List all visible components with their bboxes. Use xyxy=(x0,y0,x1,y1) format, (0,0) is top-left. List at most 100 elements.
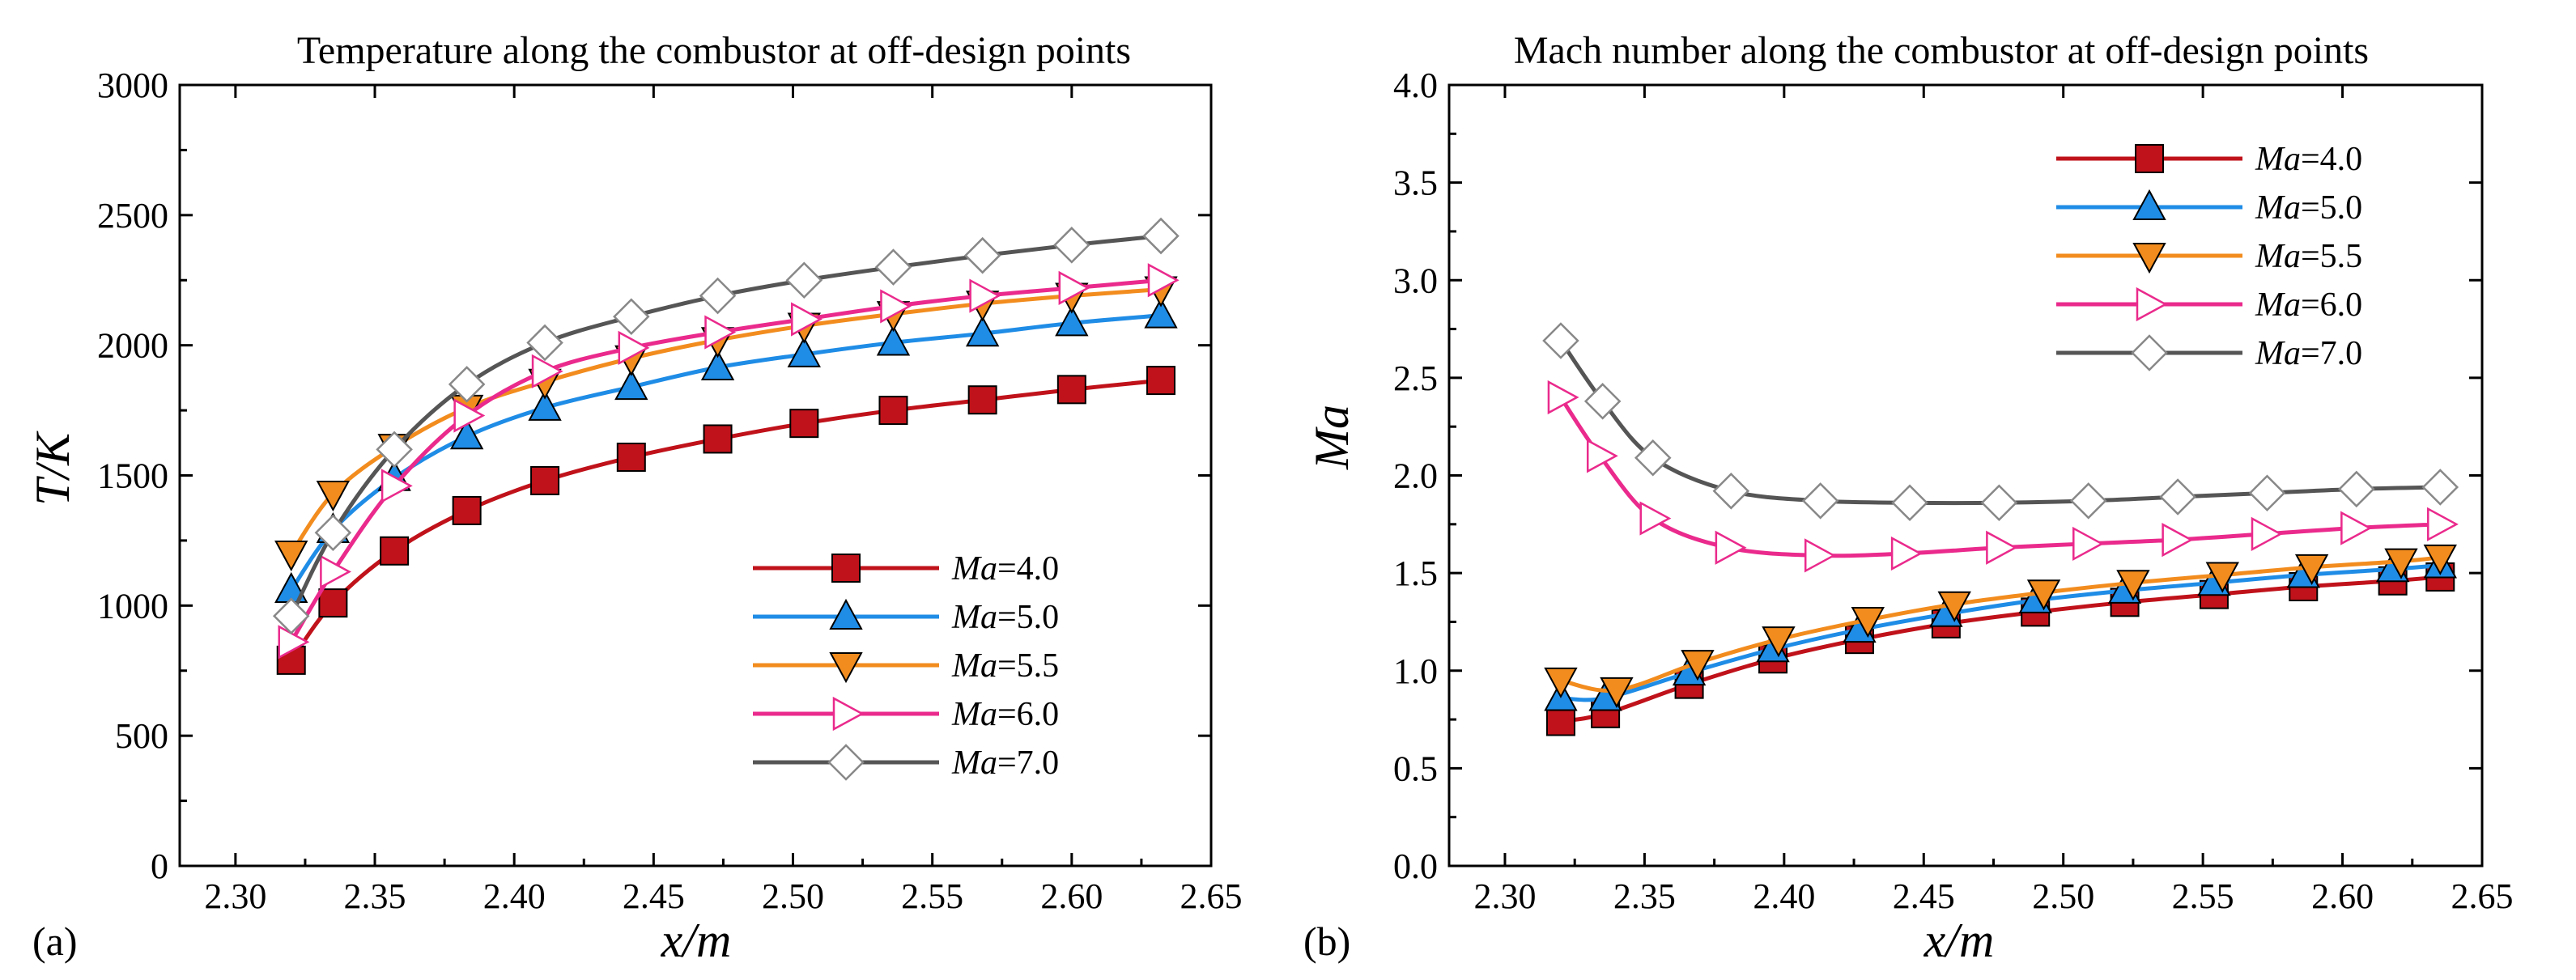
panel-a-data-point xyxy=(320,554,351,589)
panel-b-data-point xyxy=(2072,526,2104,562)
panel-a-data-point xyxy=(967,385,997,415)
panel-b-data-point xyxy=(2427,507,2459,541)
panel-a-x-axis-label: x/m xyxy=(661,914,732,967)
panel-b-x-tick-label: 2.35 xyxy=(1613,876,1676,916)
panel-b-data-point xyxy=(1801,482,1839,520)
panel-a-data-point xyxy=(1142,217,1180,255)
panel-a-x-tick-label: 2.30 xyxy=(204,876,266,916)
panel-b-title: Mach number along the combustor at off-d… xyxy=(1514,29,2369,72)
legend-marker xyxy=(2135,144,2164,173)
panel-b-x-tick-label: 2.50 xyxy=(2032,876,2094,916)
panel-b-data-point xyxy=(2116,570,2150,601)
panel-b-x-tick-label: 2.60 xyxy=(2311,876,2374,916)
legend-marker xyxy=(827,744,865,781)
panel-a-x-tick-label: 2.55 xyxy=(901,876,963,916)
panel-a-data-point xyxy=(616,442,646,472)
panel-b-series-line xyxy=(1558,396,2441,558)
legend-marker xyxy=(832,696,865,732)
panel-a-data-point xyxy=(316,481,351,512)
panel-a-data-point xyxy=(448,366,486,403)
panel-b-data-point xyxy=(1890,536,1923,571)
legend-marker xyxy=(2136,286,2168,322)
panel-a-data-point xyxy=(699,277,737,315)
panel-b-y-tick-label: 2.0 xyxy=(1393,456,1438,496)
legend-label: Ma=5.0 xyxy=(2255,189,2362,227)
panel-a-title: Temperature along the combustor at off-d… xyxy=(297,29,1131,72)
panel-b-data-point xyxy=(1583,383,1622,420)
panel-b-data-point xyxy=(1804,538,1836,573)
panel-a-x-tick-label: 2.50 xyxy=(762,876,824,916)
panel-b-plot-area: 2.30 2.35 2.40 2.45 2.50 2.55 2.60 2.65 0.0 0.5 1.… xyxy=(1393,66,2514,916)
panel-a-data-point xyxy=(318,588,348,618)
panel-a-data-point xyxy=(452,495,482,525)
legend-label: Ma=5.0 xyxy=(951,599,1059,636)
panel-a-data-point xyxy=(1056,375,1086,405)
panel-a-data-point xyxy=(314,514,352,552)
panel-a-data-point xyxy=(1146,366,1176,396)
panel-b-y-tick-label: 4.0 xyxy=(1393,66,1438,105)
panel-b-data-point xyxy=(2069,482,2107,520)
panel-b-y-tick-label: 3.0 xyxy=(1393,261,1438,300)
panel-a-data-point xyxy=(1058,270,1090,306)
panel-b-y-tick-label: 3.5 xyxy=(1393,163,1438,203)
panel-a-y-tick-label: 2500 xyxy=(97,196,168,235)
legend-label: Ma=5.5 xyxy=(2255,238,2362,275)
panel-a-data-point xyxy=(880,289,912,324)
panel-b-data-point xyxy=(1639,501,1672,536)
panel-b-y-tick-label: 2.5 xyxy=(1393,358,1438,398)
panel-b-x-tick-label: 2.65 xyxy=(2451,876,2514,916)
panel-b-data-point xyxy=(2423,544,2457,575)
legend-marker xyxy=(829,598,863,630)
panel-a-tag: (a) xyxy=(32,918,78,964)
panel-a-data-point xyxy=(1053,227,1090,264)
panel-a-data-point xyxy=(1144,297,1178,329)
panel-a-legend: Ma=4.0 Ma=5.0 Ma=5.5 Ma=6.0 Ma=7.0 xyxy=(753,550,1059,782)
panel-a-y-tick-label: 3000 xyxy=(97,66,168,105)
panel-b-data-point xyxy=(1937,591,1971,622)
panel-b-tag: (b) xyxy=(1303,918,1350,964)
panel-a-data-point xyxy=(528,389,562,421)
panel-a-data-point xyxy=(531,354,563,388)
panel-a-y-axis-label: T/K xyxy=(26,431,79,506)
panel-b-data-point xyxy=(2205,562,2239,593)
legend-marker xyxy=(829,652,863,684)
panel-a-data-point xyxy=(791,302,823,337)
panel-b-y-tick-label: 0.5 xyxy=(1393,749,1438,788)
panel-a-y-tick-label: 2000 xyxy=(97,326,168,366)
panel-b-series-Ma=5.5 xyxy=(1544,544,2457,708)
panel-b-data-point xyxy=(2159,478,2196,515)
panel-a-y-tick-label: 500 xyxy=(115,716,168,756)
panel-b-x-axis-label: x/m xyxy=(1923,914,1995,967)
panel-a-data-point xyxy=(613,298,650,336)
panel-a-data-point xyxy=(614,369,648,401)
panel-a-series-Ma=7.0 xyxy=(272,217,1180,634)
panel-b-data-point xyxy=(2294,554,2329,585)
panel-a-y-tick-label: 1500 xyxy=(97,456,168,496)
legend-label: Ma=7.0 xyxy=(2255,335,2362,372)
panel-a-data-point xyxy=(272,597,310,634)
panel-b-data-point xyxy=(1980,484,2018,522)
panel-b-data-point xyxy=(1986,530,2018,565)
panel-b-data-point xyxy=(2338,470,2375,508)
panel-a-data-point xyxy=(878,396,908,426)
panel-a-data-point xyxy=(376,431,413,469)
panel-a-x-tick-label: 2.45 xyxy=(623,876,685,916)
panel-b-series-Ma=7.0 xyxy=(1542,322,2459,522)
panel-a-x-tick-label: 2.40 xyxy=(483,876,546,916)
panel-a-data-point xyxy=(876,325,911,356)
panel-a-data-point xyxy=(965,316,1000,347)
panel-b-data-point xyxy=(1681,650,1715,681)
panel-a-data-point xyxy=(969,278,1001,313)
panel-a-data-point xyxy=(963,236,1001,274)
panel-b-data-point xyxy=(1891,484,1928,522)
panel-b-x-tick-label: 2.30 xyxy=(1473,876,1536,916)
panel-b-y-tick-label: 0.0 xyxy=(1393,846,1438,886)
panel-b-data-point xyxy=(2026,579,2061,611)
panel-b-y-axis-label: Ma xyxy=(1305,405,1358,470)
panel-a-data-point xyxy=(700,349,735,381)
panel-a-data-point xyxy=(704,315,737,350)
panel-b-data-point xyxy=(1634,439,1672,477)
panel-a-data-point xyxy=(787,336,821,367)
panel-a-data-point xyxy=(618,330,650,365)
